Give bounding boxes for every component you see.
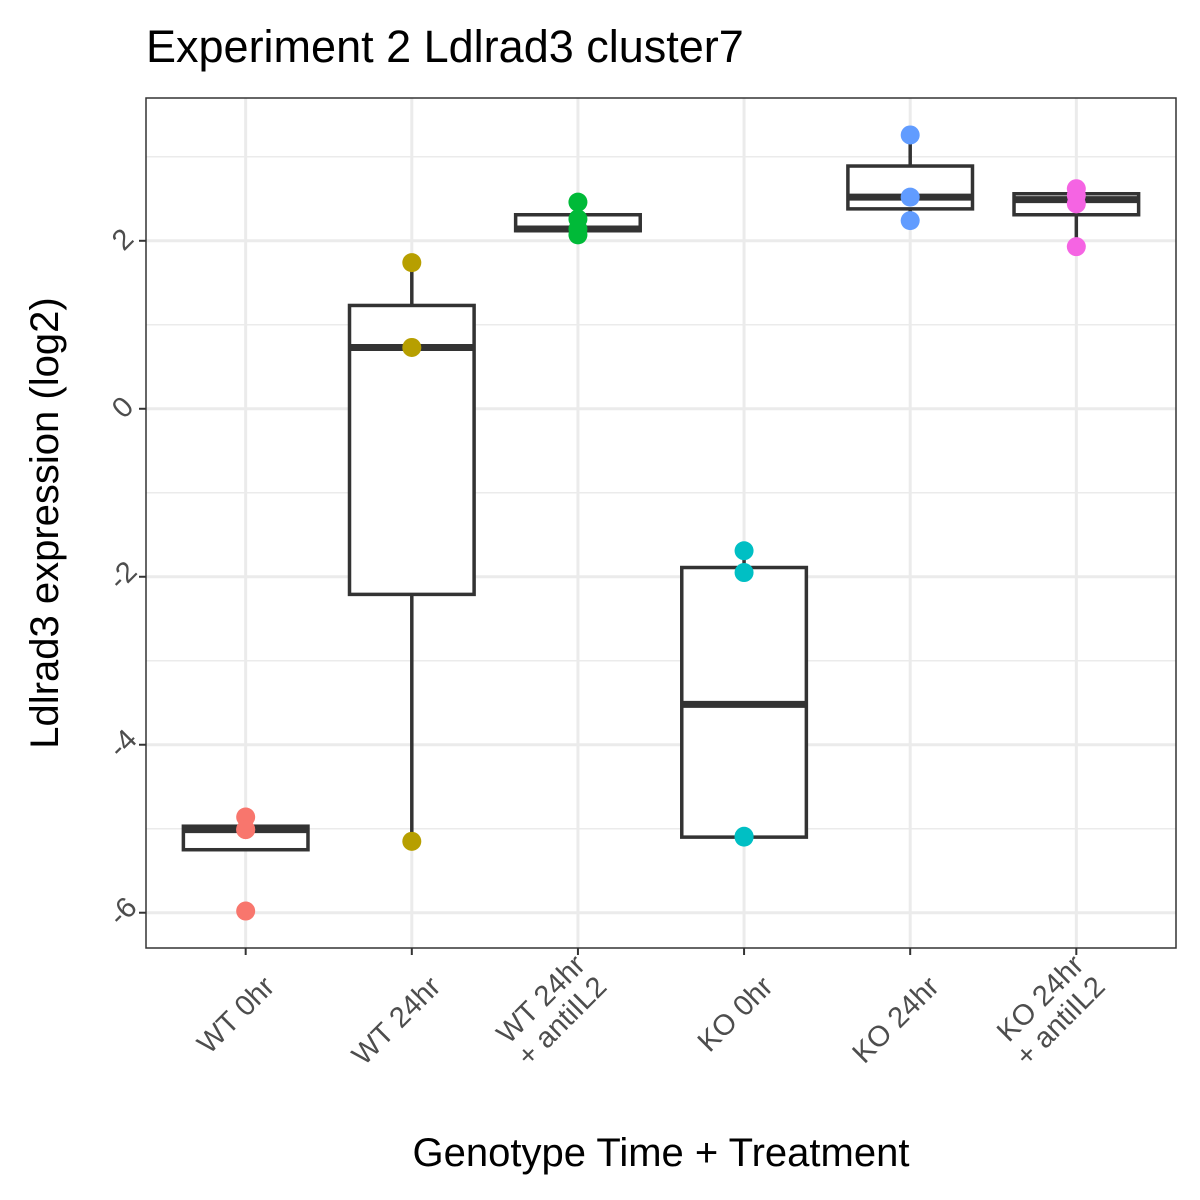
y-tick-label: -2 (103, 555, 144, 596)
x-tick-label-line: KO 0hr (692, 970, 780, 1058)
x-tick-label: KO 24hr+ antiIL2 (988, 949, 1112, 1073)
x-tick-label-line: WT 24hr (346, 970, 447, 1071)
point (236, 820, 256, 840)
point (402, 337, 422, 357)
x-tick-label: WT 0hr (191, 970, 281, 1060)
x-axis-title: Genotype Time + Treatment (413, 1131, 910, 1175)
x-tick-label-line: KO 24hr (847, 970, 946, 1069)
point (1066, 237, 1086, 257)
x-tick-label: KO 24hr (847, 970, 946, 1069)
point (236, 901, 256, 921)
point (402, 831, 422, 851)
y-axis-title: Ldlrad3 expression (log2) (23, 297, 67, 748)
point (734, 827, 754, 847)
y-tick-label: -4 (103, 723, 144, 764)
point (1066, 194, 1086, 214)
point (900, 125, 920, 145)
point (734, 563, 754, 583)
y-tick-label: -6 (103, 891, 144, 932)
point (734, 541, 754, 561)
point (900, 211, 920, 231)
point (402, 253, 422, 273)
point (900, 187, 920, 207)
chart-title: Experiment 2 Ldlrad3 cluster7 (146, 21, 744, 72)
y-tick-label: 0 (106, 391, 140, 425)
y-tick-label: 2 (106, 223, 140, 257)
plot-border (145, 97, 1177, 949)
point (568, 192, 588, 212)
point (568, 225, 588, 245)
x-tick-label-line: WT 0hr (191, 970, 281, 1060)
x-tick-label: KO 0hr (692, 970, 780, 1058)
x-tick-label: WT 24hr+ antiIL2 (490, 949, 614, 1073)
x-tick-label: WT 24hr (346, 970, 447, 1071)
